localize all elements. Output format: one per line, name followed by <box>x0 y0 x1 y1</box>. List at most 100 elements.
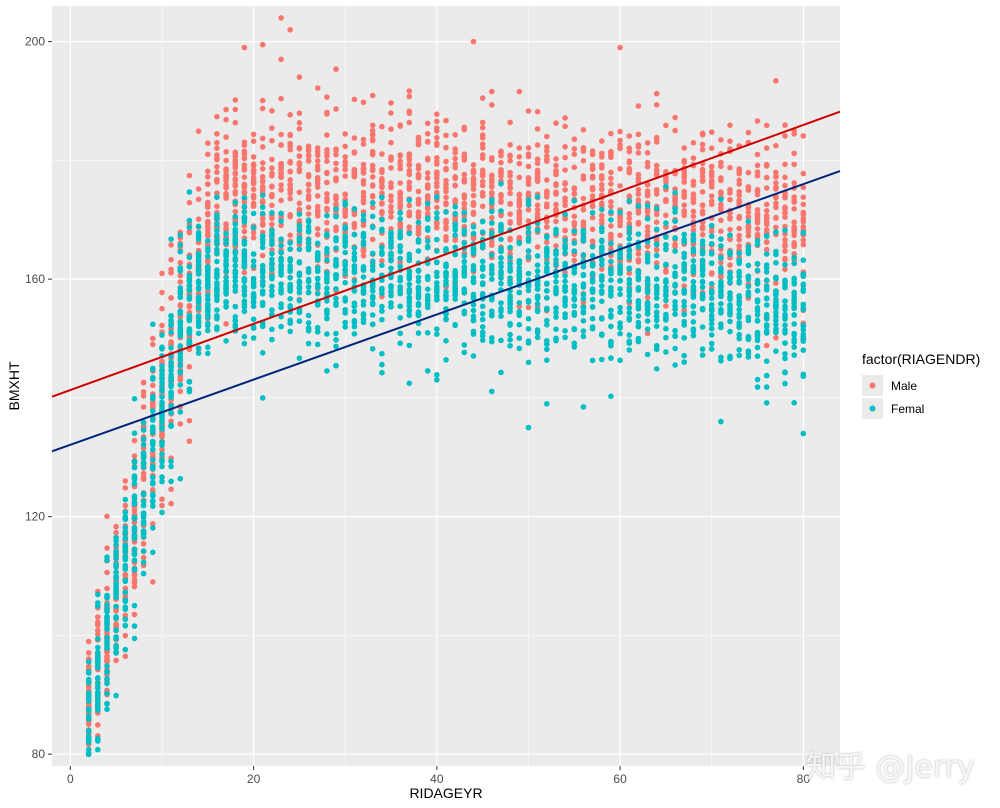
data-point-female <box>690 263 697 270</box>
data-point-female <box>195 262 202 269</box>
data-point-female <box>241 340 248 347</box>
data-point-male <box>708 169 715 175</box>
data-point-male <box>754 207 761 213</box>
data-point-male <box>324 111 330 117</box>
data-point-male <box>287 112 294 118</box>
data-point-male <box>104 654 110 661</box>
data-point-female <box>544 338 550 344</box>
data-point-male <box>708 163 715 170</box>
data-point-female <box>635 203 642 209</box>
data-point-female <box>498 236 504 243</box>
data-point-female <box>168 313 174 320</box>
data-point-male <box>635 171 642 178</box>
data-point-female <box>305 276 312 283</box>
data-point-female <box>232 249 239 256</box>
data-point-male <box>699 146 706 153</box>
data-point-female <box>250 251 257 257</box>
data-point-male <box>489 88 495 95</box>
data-point-female <box>562 328 568 334</box>
data-point-female <box>241 333 248 340</box>
data-point-female <box>507 293 513 299</box>
data-point-male <box>223 190 229 197</box>
data-point-female <box>305 240 312 246</box>
data-point-female <box>159 371 165 378</box>
data-point-female <box>232 278 239 284</box>
data-point-male <box>159 434 165 440</box>
data-point-male <box>644 159 651 166</box>
data-point-male <box>745 204 752 210</box>
data-point-female <box>177 232 184 238</box>
data-point-male <box>690 196 697 202</box>
data-point-female <box>681 352 687 359</box>
data-point-male <box>195 186 202 192</box>
data-point-male <box>324 94 330 100</box>
data-point-male <box>589 184 596 191</box>
data-point-female <box>479 324 486 330</box>
data-point-male <box>140 389 147 395</box>
data-point-male <box>177 388 184 395</box>
data-point-female <box>782 298 788 305</box>
data-point-female <box>653 226 660 233</box>
data-point-female <box>296 355 303 362</box>
data-point-female <box>782 316 788 322</box>
data-point-male <box>406 183 413 190</box>
data-point-male <box>653 187 660 193</box>
data-point-male <box>644 192 651 199</box>
data-point-male <box>663 303 669 309</box>
data-point-male <box>259 144 266 150</box>
data-point-male <box>727 164 733 171</box>
data-point-male <box>104 513 110 520</box>
data-point-male <box>745 209 752 216</box>
data-point-male <box>397 153 404 159</box>
data-point-female <box>250 295 257 301</box>
data-point-female <box>369 200 376 206</box>
data-point-female <box>113 537 119 544</box>
data-point-female <box>544 260 550 266</box>
data-point-male <box>452 174 459 180</box>
data-point-male <box>287 143 294 150</box>
data-point-female <box>452 211 459 217</box>
data-point-female <box>324 331 330 337</box>
data-point-male <box>369 204 376 211</box>
data-point-male <box>241 189 248 195</box>
data-point-female <box>663 325 669 332</box>
data-point-female <box>653 276 660 283</box>
data-point-female <box>708 281 715 287</box>
data-point-male <box>452 197 459 203</box>
data-point-male <box>314 209 321 216</box>
data-point-female <box>580 328 587 334</box>
data-point-female <box>754 344 761 351</box>
data-point-male <box>763 221 770 228</box>
data-point-male <box>296 189 303 196</box>
data-point-female <box>507 337 513 343</box>
data-point-female <box>626 247 633 253</box>
data-point-female <box>104 676 110 682</box>
data-point-female <box>479 273 486 280</box>
data-point-male <box>278 222 284 229</box>
data-point-female <box>434 293 440 300</box>
data-point-male <box>617 44 623 51</box>
data-point-female <box>205 308 211 315</box>
data-point-male <box>122 485 129 491</box>
data-point-male <box>525 145 532 151</box>
data-point-female <box>754 297 761 304</box>
data-point-female <box>223 230 229 237</box>
data-point-male <box>708 198 715 204</box>
data-point-female <box>168 329 174 336</box>
data-point-female <box>800 371 807 378</box>
data-point-male <box>580 145 587 152</box>
data-point-male <box>681 194 687 200</box>
data-point-female <box>324 368 330 374</box>
data-point-female <box>397 248 404 255</box>
data-point-female <box>699 295 706 302</box>
data-point-female <box>397 216 404 222</box>
data-point-male <box>718 207 724 213</box>
data-point-female <box>562 311 568 317</box>
data-point-female <box>681 262 687 269</box>
data-point-male <box>424 205 431 212</box>
data-point-female <box>608 323 614 330</box>
data-point-male <box>250 230 257 236</box>
data-point-male <box>773 174 779 180</box>
data-point-female <box>690 246 697 252</box>
data-point-male <box>681 179 687 185</box>
